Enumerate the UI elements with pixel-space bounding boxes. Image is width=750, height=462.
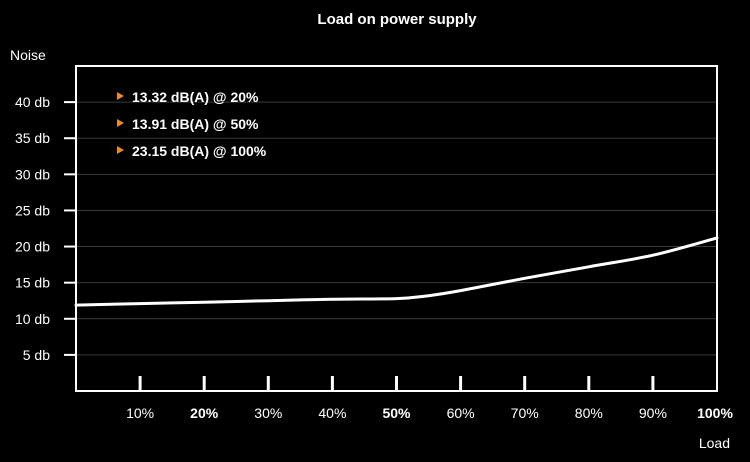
annotation-text: 13.91 dB(A) @ 50% — [132, 116, 259, 132]
y-tick-label: 5 db — [23, 347, 50, 363]
x-axis-label: Load — [699, 435, 730, 451]
x-tick-label: 90% — [639, 405, 667, 421]
x-tick-label: 50% — [382, 405, 411, 421]
annotation-marker-icon — [117, 92, 124, 100]
y-tick-label: 10 db — [15, 311, 50, 327]
annotation-list: 13.32 dB(A) @ 20% 13.91 dB(A) @ 50% 23.15 … — [117, 89, 267, 159]
noise-series-line — [74, 236, 719, 307]
x-tick-label: 60% — [447, 405, 475, 421]
y-tick-label: 35 db — [15, 130, 50, 146]
annotation-marker-icon — [117, 146, 124, 154]
x-axis-ticks: 10% 20% 30% 40% 50% 60% 70% 80% 90% 100% — [126, 376, 733, 421]
annotation-text: 13.32 dB(A) @ 20% — [132, 89, 259, 105]
x-tick-label: 40% — [318, 405, 346, 421]
y-tick-label: 40 db — [15, 94, 50, 110]
annotation-text: 23.15 dB(A) @ 100% — [132, 143, 267, 159]
x-tick-label: 70% — [511, 405, 539, 421]
x-tick-label: 20% — [190, 405, 219, 421]
x-tick-label: 10% — [126, 405, 154, 421]
x-tick-label: 100% — [697, 405, 733, 421]
y-tick-label: 30 db — [15, 166, 50, 182]
x-tick-label: 30% — [254, 405, 282, 421]
x-tick-label: 80% — [575, 405, 603, 421]
plot-area-frame — [75, 65, 718, 392]
chart-title: Load on power supply — [317, 11, 477, 28]
y-tick-label: 15 db — [15, 275, 50, 291]
annotation-marker-icon — [117, 119, 124, 127]
y-axis-label: Noise — [10, 47, 46, 63]
y-tick-label: 20 db — [15, 239, 50, 255]
y-tick-label: 25 db — [15, 202, 50, 218]
y-axis-ticks: 5 db 10 db 15 db 20 db 25 db 30 db 35 db 40 db — [15, 94, 76, 363]
grid-lines — [76, 101, 717, 356]
